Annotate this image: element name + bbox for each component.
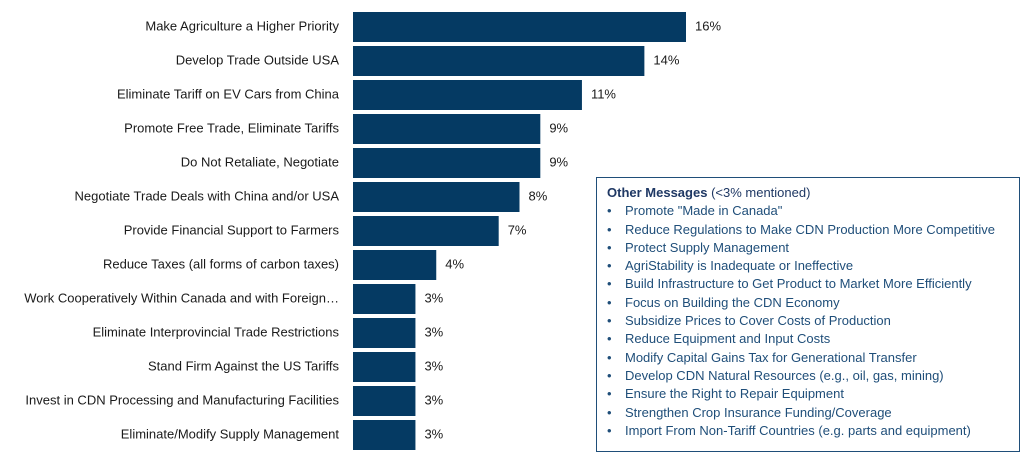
category-label: Stand Firm Against the US Tariffs	[148, 358, 339, 373]
annotation-item: Ensure the Right to Repair Equipment	[607, 385, 1009, 403]
bar	[353, 80, 582, 110]
annotation-item: Protect Supply Management	[607, 239, 1009, 257]
value-label: 3%	[424, 290, 443, 305]
value-label: 11%	[591, 86, 616, 101]
category-label: Make Agriculture a Higher Priority	[145, 18, 339, 33]
annotation-item: Modify Capital Gains Tax for Generationa…	[607, 349, 1009, 367]
category-label: Reduce Taxes (all forms of carbon taxes)	[103, 256, 339, 271]
bar	[353, 250, 437, 280]
category-label: Eliminate/Modify Supply Management	[121, 426, 340, 441]
value-label: 3%	[424, 392, 443, 407]
category-label: Do Not Retaliate, Negotiate	[181, 154, 339, 169]
annotation-subtitle: (<3% mentioned)	[711, 185, 811, 200]
bar	[353, 148, 541, 178]
value-label: 9%	[549, 154, 568, 169]
annotation-item: AgriStability is Inadequate or Ineffecti…	[607, 257, 1009, 275]
category-label: Negotiate Trade Deals with China and/or …	[75, 188, 340, 203]
annotation-item: Reduce Equipment and Input Costs	[607, 330, 1009, 348]
annotation-item: Develop CDN Natural Resources (e.g., oil…	[607, 367, 1009, 385]
annotation-item: Build Infrastructure to Get Product to M…	[607, 275, 1009, 293]
annotation-item: Reduce Regulations to Make CDN Productio…	[607, 221, 1009, 239]
bar	[353, 352, 416, 382]
category-label: Develop Trade Outside USA	[176, 52, 340, 67]
bar	[353, 12, 686, 42]
category-label: Provide Financial Support to Farmers	[124, 222, 340, 237]
annotation-list: Promote "Made in Canada"Reduce Regulatio…	[607, 202, 1009, 440]
other-messages-box: Other Messages (<3% mentioned) Promote "…	[596, 177, 1020, 452]
bar	[353, 284, 416, 314]
annotation-heading: Other Messages (<3% mentioned)	[607, 184, 1009, 202]
bar	[353, 182, 520, 212]
annotation-item: Subsidize Prices to Cover Costs of Produ…	[607, 312, 1009, 330]
bar	[353, 216, 499, 246]
category-label: Promote Free Trade, Eliminate Tariffs	[124, 120, 339, 135]
value-label: 3%	[424, 324, 443, 339]
value-label: 14%	[653, 52, 679, 67]
annotation-item: Strengthen Crop Insurance Funding/Covera…	[607, 404, 1009, 422]
category-label: Work Cooperatively Within Canada and wit…	[24, 290, 339, 305]
annotation-item: Import From Non-Tariff Countries (e.g. p…	[607, 422, 1009, 440]
category-label: Eliminate Tariff on EV Cars from China	[117, 86, 340, 101]
value-label: 3%	[424, 426, 443, 441]
bar	[353, 46, 645, 76]
bar	[353, 114, 541, 144]
value-label: 9%	[549, 120, 568, 135]
value-label: 8%	[529, 188, 548, 203]
annotation-item: Focus on Building the CDN Economy	[607, 294, 1009, 312]
value-label: 7%	[508, 222, 527, 237]
bar	[353, 318, 416, 348]
bar	[353, 386, 416, 416]
category-label: Invest in CDN Processing and Manufacturi…	[25, 392, 339, 407]
value-label: 16%	[695, 18, 721, 33]
category-label: Eliminate Interprovincial Trade Restrict…	[93, 324, 340, 339]
value-label: 3%	[424, 358, 443, 373]
annotation-item: Promote "Made in Canada"	[607, 202, 1009, 220]
annotation-title: Other Messages	[607, 185, 708, 200]
value-label: 4%	[445, 256, 464, 271]
bar	[353, 420, 416, 450]
